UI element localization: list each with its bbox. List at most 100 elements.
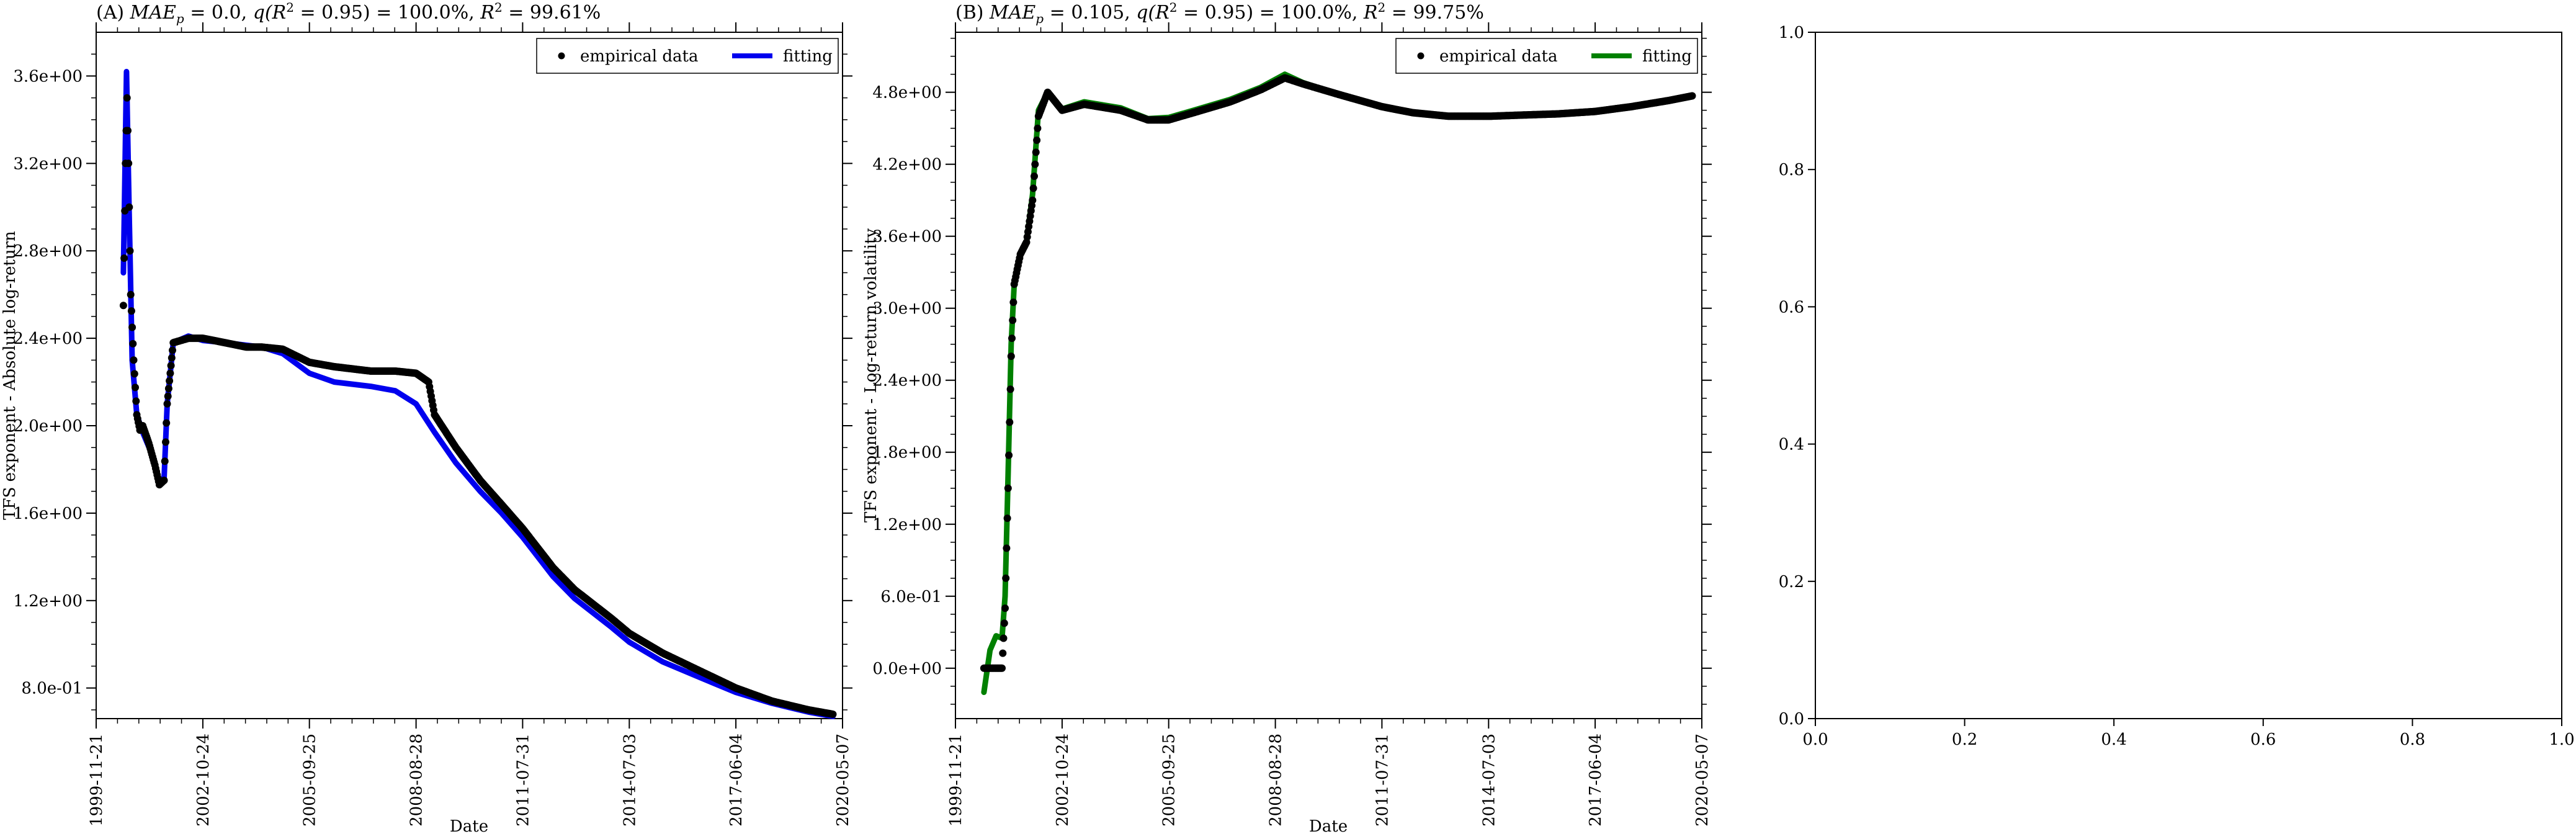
empirical-point [168, 354, 176, 362]
empirical-point [1031, 173, 1038, 180]
y-tick-label: 1.0 [1779, 24, 1804, 42]
empirical-point [1003, 514, 1011, 523]
panel-b: (B) MAEp = 0.105, q(R2 = 0.95) = 100.0%,… [862, 0, 1712, 836]
x-tick-label: 2005-09-25 [301, 734, 320, 827]
empirical-point [125, 159, 133, 168]
x-tick-label: 2014-07-03 [1480, 734, 1498, 827]
empirical-point [1000, 634, 1008, 642]
empirical-point [166, 369, 174, 377]
x-tick-label: 0.6 [2250, 730, 2276, 749]
y-tick-label: 3.2e+00 [13, 155, 83, 173]
panel-a-x-axis: 1999-11-21 2002-10-24 2005-09-25 2008-08-28… [87, 22, 852, 827]
x-tick-label: 0.0 [1802, 730, 1828, 749]
panel-a-y-label: TFS exponent - Absolute log-return [1, 231, 19, 520]
x-tick-label: 0.8 [2400, 730, 2425, 749]
y-tick-label: 3.6e+00 [872, 228, 942, 246]
y-tick-label: 4.2e+00 [872, 156, 942, 174]
empirical-point [1008, 334, 1016, 343]
y-tick-label: 1.2e+00 [13, 592, 83, 611]
panel-c: 0.0 0.2 0.4 0.6 0.8 1.0 0.0 0.2 0.4 0.6 0.8 1.0 [1779, 24, 2575, 749]
empirical-point [163, 419, 171, 427]
x-tick-label: 2017-06-04 [1586, 734, 1605, 827]
panel-b-legend: empirical data fitting [1395, 38, 1698, 74]
empirical-point [1031, 160, 1039, 168]
panel-a: (A) MAEp = 0.0, q(R2 = 0.95) = 100.0%, R… [1, 0, 852, 836]
empirical-point [1006, 385, 1014, 393]
empirical-point [999, 649, 1007, 657]
panel-a-x-label: Date [450, 817, 488, 836]
empirical-point [120, 254, 128, 262]
x-tick-label: 2005-09-25 [1160, 734, 1179, 827]
x-tick-label: 2011-07-31 [1373, 734, 1392, 827]
panel-b-x-label: Date [1309, 817, 1348, 836]
x-tick-label: 2002-10-24 [1053, 734, 1072, 827]
empirical-point [124, 127, 132, 135]
x-tick-label: 1999-11-21 [947, 734, 965, 827]
empirical-point [1033, 137, 1041, 144]
x-tick-label: 0.4 [2101, 730, 2127, 749]
empirical-point [119, 302, 127, 310]
y-tick-label: 4.8e+00 [872, 84, 942, 102]
y-tick-label: 0.0e+00 [872, 660, 942, 678]
y-tick-label: 0.4 [1779, 436, 1804, 454]
panel-a-legend-box [536, 38, 839, 74]
empirical-point [166, 377, 174, 385]
empirical-point [126, 247, 134, 255]
x-tick-label: 2008-08-28 [1267, 734, 1286, 827]
panel-b-legend-marker-empirical [1417, 52, 1424, 60]
x-tick-label: 2020-05-07 [1693, 734, 1712, 827]
empirical-point [123, 94, 131, 102]
empirical-point [1034, 124, 1042, 132]
x-tick-label: 2017-06-04 [727, 734, 746, 827]
empirical-point [132, 384, 139, 392]
empirical-point [128, 323, 136, 331]
panel-a-plot-area [119, 68, 837, 719]
panel-c-y-axis: 0.0 0.2 0.4 0.6 0.8 1.0 [1779, 24, 1815, 729]
panel-b-plot-area [980, 71, 1696, 695]
empirical-point [129, 339, 137, 348]
empirical-point [1004, 484, 1012, 492]
panel-a-legend-label-empirical: empirical data [580, 47, 698, 66]
panel-a-legend-label-fitting: fitting [783, 47, 833, 66]
empirical-point [1001, 604, 1009, 612]
empirical-point [161, 457, 169, 465]
panel-b-y-axis: 0.0e+00 6.0e-01 1.2e+00 1.8e+00 2.4e+00 3.0e+… [872, 37, 1712, 705]
y-tick-label: 3.0e+00 [872, 300, 942, 318]
x-tick-label: 2014-07-03 [620, 734, 639, 827]
empirical-points [119, 94, 837, 718]
fitting-line [981, 71, 1695, 695]
empirical-point [829, 711, 837, 718]
panel-b-axes-frame [955, 32, 1702, 719]
empirical-point [1688, 92, 1696, 100]
y-tick-label: 0.6 [1779, 298, 1804, 316]
empirical-point [163, 400, 171, 408]
y-tick-label: 8.0e-01 [21, 680, 83, 698]
x-tick-label: 2002-10-24 [194, 734, 213, 827]
empirical-point [1029, 196, 1037, 204]
empirical-point [998, 664, 1006, 672]
y-tick-label: 3.6e+00 [13, 67, 83, 86]
empirical-point [125, 203, 133, 211]
empirical-points [980, 74, 1696, 672]
y-tick-label: 2.8e+00 [13, 242, 83, 261]
panel-a-y-axis: 8.0e-01 1.2e+00 1.6e+00 2.0e+00 2.4e+00 2.8e+… [13, 53, 852, 711]
empirical-point [169, 346, 176, 354]
empirical-point [130, 356, 138, 364]
empirical-point [167, 362, 175, 370]
empirical-point [132, 397, 140, 405]
fitting-line [120, 68, 836, 719]
y-tick-label: 2.4e+00 [872, 372, 942, 390]
empirical-point [1005, 451, 1013, 459]
empirical-point [1009, 298, 1017, 307]
empirical-point [1002, 574, 1010, 582]
empirical-point [1007, 352, 1015, 361]
y-tick-label: 1.8e+00 [872, 444, 942, 462]
x-tick-label: 2011-07-31 [514, 734, 532, 827]
y-tick-label: 1.2e+00 [872, 516, 942, 534]
empirical-point [1006, 418, 1014, 426]
empirical-point [130, 370, 138, 378]
empirical-point [1029, 184, 1037, 192]
x-tick-label: 2008-08-28 [408, 734, 426, 827]
empirical-point [164, 385, 172, 393]
